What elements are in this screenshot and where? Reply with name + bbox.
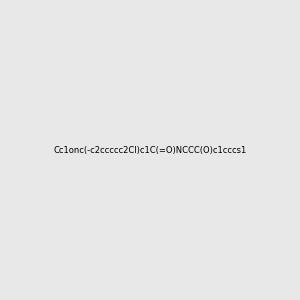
Text: Cc1onc(-c2ccccc2Cl)c1C(=O)NCCC(O)c1cccs1: Cc1onc(-c2ccccc2Cl)c1C(=O)NCCC(O)c1cccs1 [53,146,247,154]
